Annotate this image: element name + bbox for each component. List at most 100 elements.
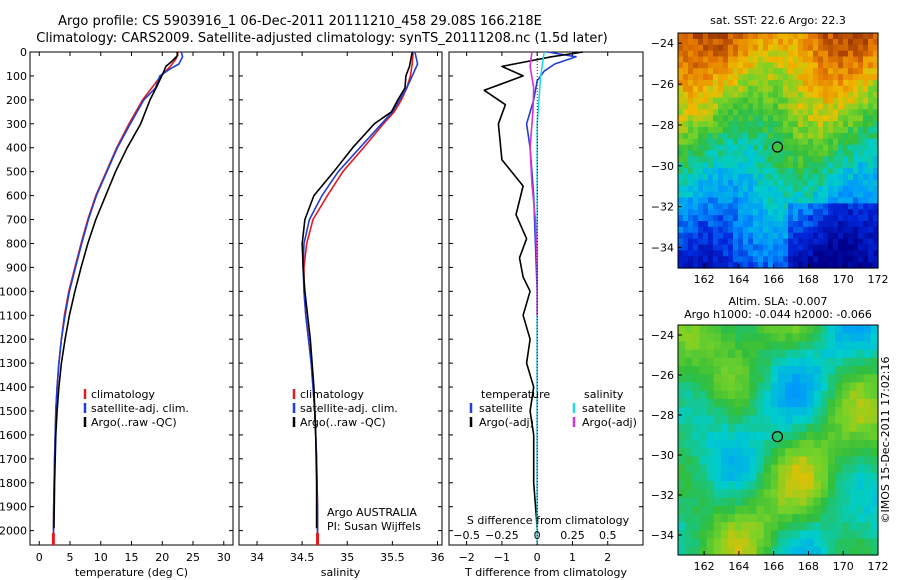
sst-map-cell bbox=[808, 109, 814, 116]
sla-map-cell bbox=[735, 333, 743, 343]
sla-map-cell bbox=[778, 464, 786, 474]
sla-map-cell bbox=[770, 398, 779, 408]
sla-map-cell bbox=[742, 481, 751, 490]
sst-map-cell bbox=[833, 250, 839, 257]
sst-map-cell bbox=[768, 232, 774, 240]
sst-map-cell bbox=[703, 209, 709, 216]
sst-map-cell bbox=[688, 138, 694, 146]
sla-map-cell bbox=[835, 472, 843, 482]
sst-map-cell bbox=[788, 226, 794, 234]
sst-map-cell bbox=[828, 144, 834, 152]
sst-map-cell bbox=[758, 221, 764, 228]
sst-map-cell bbox=[748, 179, 754, 187]
sst-map-cell bbox=[793, 244, 799, 251]
sst-map-cell bbox=[713, 121, 719, 128]
salinity-panel: 34 34.5 35 35.5 36salinityclimatologysatelli… bbox=[238, 51, 444, 579]
sst-map-cell bbox=[868, 226, 874, 234]
sst-map-cell bbox=[703, 138, 709, 146]
sst-map-cell bbox=[733, 33, 739, 40]
sst-map-cell bbox=[743, 56, 749, 63]
sla-map-cell bbox=[770, 530, 779, 540]
sst-map-cell bbox=[763, 33, 769, 40]
sst-map-cell bbox=[678, 109, 684, 116]
sst-map-cell bbox=[853, 203, 859, 210]
sst-map-cell bbox=[823, 38, 829, 46]
sst-map-cell bbox=[813, 203, 819, 210]
sst-map-cell bbox=[848, 221, 854, 228]
sst-map-cell bbox=[768, 168, 774, 175]
sla-map-cell bbox=[792, 464, 801, 474]
sla-map-cell bbox=[778, 357, 786, 367]
sst-map-cell bbox=[733, 38, 739, 46]
sla-map-cell bbox=[706, 382, 715, 392]
sst-map-cell bbox=[843, 162, 849, 169]
sst-map-cell bbox=[853, 62, 859, 69]
sla-map-cell bbox=[799, 546, 808, 556]
sst-map-cell bbox=[793, 179, 799, 187]
sst-map-ytick-label: −28 bbox=[651, 119, 674, 132]
sla-map-cell bbox=[828, 357, 836, 367]
sst-map-cell bbox=[743, 91, 749, 99]
sst-map-cell bbox=[693, 262, 699, 269]
sst-map-cell bbox=[798, 209, 804, 216]
sst-map-cell bbox=[803, 185, 809, 193]
sst-map-cell bbox=[703, 238, 709, 246]
sst-map-cell bbox=[748, 44, 754, 52]
sst-map-cell bbox=[853, 121, 859, 128]
sla-map-cell bbox=[863, 333, 872, 343]
sst-map-cell bbox=[833, 121, 839, 128]
sla-map-cell bbox=[842, 522, 851, 531]
sla-map-cell bbox=[685, 497, 693, 507]
sst-map-cell bbox=[713, 232, 719, 240]
sst-map-cell bbox=[768, 56, 774, 63]
sla-map-cell bbox=[799, 407, 808, 416]
sst-map-cell bbox=[823, 44, 829, 52]
sla-map-cell bbox=[792, 325, 801, 334]
sla-map-cell bbox=[728, 489, 736, 499]
sla-map-cell bbox=[806, 390, 815, 400]
sst-map-cell bbox=[748, 174, 754, 181]
sst-map-cell bbox=[743, 168, 749, 175]
sst-map-cell bbox=[778, 238, 784, 246]
sst-map-cell bbox=[768, 121, 774, 128]
sst-map-cell bbox=[873, 256, 879, 263]
sst-map-cell bbox=[818, 144, 824, 152]
sst-map-cell bbox=[753, 226, 759, 234]
sst-map-cell bbox=[778, 138, 784, 146]
sst-map-cell bbox=[763, 168, 769, 175]
sst-map-cell bbox=[693, 85, 699, 93]
sst-map-cell bbox=[723, 244, 729, 251]
sla-map-cell bbox=[742, 407, 751, 416]
sst-map-cell bbox=[873, 250, 879, 257]
sst-map-cell bbox=[728, 109, 734, 116]
sst-map-cell bbox=[718, 33, 724, 40]
sst-map-cell bbox=[718, 85, 724, 93]
sla-map-cell bbox=[763, 357, 772, 367]
sla-map-cell bbox=[785, 522, 793, 531]
sla-map-cell bbox=[792, 530, 801, 540]
sla-map-cell bbox=[728, 513, 736, 523]
sst-map-cell bbox=[763, 50, 769, 58]
temperature-legend-label: satellite-adj. clim. bbox=[91, 402, 189, 415]
sst-map-cell bbox=[728, 50, 734, 58]
sst-map-cell bbox=[773, 91, 779, 99]
sst-map-cell bbox=[763, 109, 769, 116]
sst-map-cell bbox=[868, 162, 874, 169]
sst-map-cell bbox=[863, 244, 869, 251]
sst-map-cell bbox=[803, 80, 809, 87]
sla-map-cell bbox=[749, 538, 758, 548]
sst-map-cell bbox=[843, 132, 849, 140]
sst-map-cell bbox=[853, 109, 859, 116]
sst-map-cell bbox=[738, 68, 744, 75]
temperature-ytick-label: 1100 bbox=[0, 309, 27, 322]
sst-map-cell bbox=[833, 156, 839, 163]
sst-map-cell bbox=[818, 62, 824, 69]
sst-map-cell bbox=[788, 162, 794, 169]
sst-map-cell bbox=[853, 91, 859, 99]
sla-map-cell bbox=[692, 489, 701, 499]
sst-map-cell bbox=[853, 238, 859, 246]
sst-map-cell bbox=[828, 250, 834, 257]
sst-map-cell bbox=[753, 68, 759, 75]
sla-map-cell bbox=[863, 440, 872, 449]
temperature-ytick-label: 900 bbox=[6, 261, 27, 274]
